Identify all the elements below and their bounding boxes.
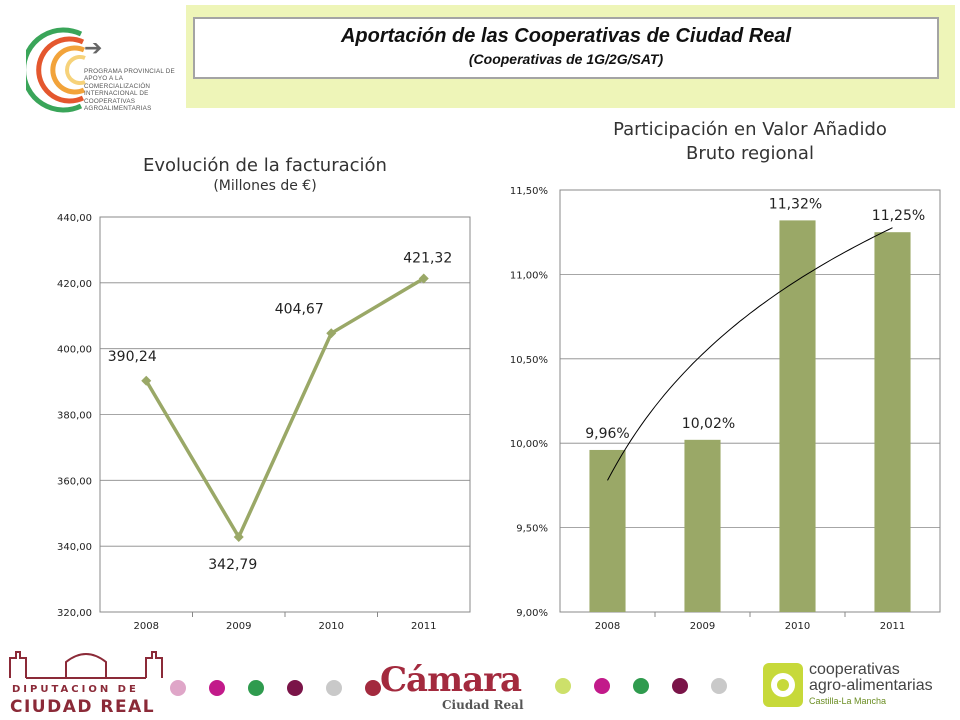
- chart2-ytick-label: 10,50%: [510, 355, 548, 366]
- chart1-title-block: Evolución de la facturación (Millones de…: [100, 155, 430, 194]
- decorative-dot: [209, 680, 225, 696]
- chart1-xtick-label: 2010: [319, 621, 344, 632]
- decorative-dot: [711, 678, 727, 694]
- chart1-series-line: [144, 276, 425, 541]
- diputacion-logo: DIPUTACION DE CIUDAD REAL: [6, 644, 166, 717]
- dots-left: [170, 680, 381, 700]
- program-logo-text: PROGRAMA PROVINCIAL DE APOYO A LA COMERC…: [84, 68, 175, 113]
- chart2-xtick-label: 2010: [785, 621, 810, 632]
- decorative-dot: [326, 680, 342, 696]
- chart1-ytick-label: 340,00: [57, 542, 92, 553]
- decorative-dot: [633, 678, 649, 694]
- decorative-dot: [672, 678, 688, 694]
- chart1-xtick-label: 2008: [134, 621, 159, 632]
- chart2-ytick-label: 9,00%: [516, 608, 548, 619]
- coop-logo: cooperativas agro-alimentarias Castilla-…: [762, 660, 957, 716]
- chart2-data-label: 11,32%: [769, 196, 822, 212]
- dots-right: [555, 678, 735, 698]
- chart1-data-label: 390,24: [108, 349, 157, 365]
- chart1-subtitle: (Millones de €): [213, 178, 317, 194]
- chart1-point: [141, 375, 152, 386]
- chart2-xtick-label: 2011: [880, 621, 905, 632]
- chart1-ytick-label: 420,00: [57, 279, 92, 290]
- decorative-dot: [594, 678, 610, 694]
- chart2-xtick-label: 2008: [595, 621, 620, 632]
- chart1-point: [418, 273, 429, 284]
- chart2-ytick-label: 11,50%: [510, 186, 548, 197]
- decorative-dot: [248, 680, 264, 696]
- chart2-xtick-label: 2009: [690, 621, 715, 632]
- chart2-title-line1: Participación en Valor Añadido: [613, 119, 887, 140]
- coop-line2: agro-alimentarias: [809, 677, 933, 694]
- decorative-dot: [555, 678, 571, 694]
- page-title: Aportación de las Cooperativas de Ciudad…: [340, 25, 792, 47]
- chart2-ytick-label: 9,50%: [516, 524, 548, 535]
- coop-line3: Castilla-La Mancha: [809, 696, 887, 706]
- page-subtitle: (Cooperativas de 1G/2G/SAT): [468, 51, 664, 67]
- chart1-point: [326, 328, 337, 339]
- chart1-ytick-label: 440,00: [57, 213, 92, 224]
- chart1-title: Evolución de la facturación: [143, 155, 387, 176]
- chart2-bar: [779, 220, 816, 612]
- chart1-data-label: 421,32: [403, 250, 452, 266]
- chart2-data-label: 11,25%: [872, 208, 925, 224]
- title-box: Aportación de las Cooperativas de Ciudad…: [193, 17, 939, 79]
- chart2-data-label: 10,02%: [682, 416, 735, 432]
- chart1-xtick-label: 2009: [226, 621, 251, 632]
- camara-logo: Cámara Ciudad Real: [380, 660, 550, 716]
- arrow-right-icon: ➔: [84, 36, 103, 61]
- chart2-bar: [684, 439, 721, 612]
- chart1-data-label: 404,67: [275, 301, 324, 317]
- diputacion-line2: CIUDAD REAL: [10, 697, 156, 717]
- chart2-bar: [874, 232, 911, 612]
- chart2-ytick-label: 10,00%: [510, 439, 548, 450]
- camara-name: Cámara: [380, 660, 522, 700]
- decorative-dot: [287, 680, 303, 696]
- coop-leaf-icon: [763, 663, 803, 707]
- chart1-data-label: 342,79: [208, 557, 257, 573]
- decorative-dot: [170, 680, 186, 696]
- chart2-trendline: [607, 227, 893, 481]
- chart2-title-line2: Bruto regional: [686, 143, 814, 164]
- chart1-ytick-label: 400,00: [57, 345, 92, 356]
- chart2-bar: [589, 449, 626, 612]
- castle-icon: [9, 651, 163, 679]
- coop-line1: cooperativas: [809, 661, 900, 678]
- chart2-title-block: Participación en Valor Añadido Bruto reg…: [560, 118, 940, 166]
- camara-city: Ciudad Real: [442, 698, 524, 712]
- chart1-xtick-label: 2011: [411, 621, 436, 632]
- chart1-ytick-label: 320,00: [57, 608, 92, 619]
- diputacion-line1: DIPUTACION DE: [12, 684, 139, 695]
- chart1-ytick-label: 360,00: [57, 476, 92, 487]
- chart2-ytick-label: 11,00%: [510, 270, 548, 281]
- chart2-data-label: 9,96%: [585, 426, 629, 442]
- decorative-dot: [365, 680, 381, 696]
- chart1-ytick-label: 380,00: [57, 411, 92, 422]
- chart1-point: [233, 531, 244, 542]
